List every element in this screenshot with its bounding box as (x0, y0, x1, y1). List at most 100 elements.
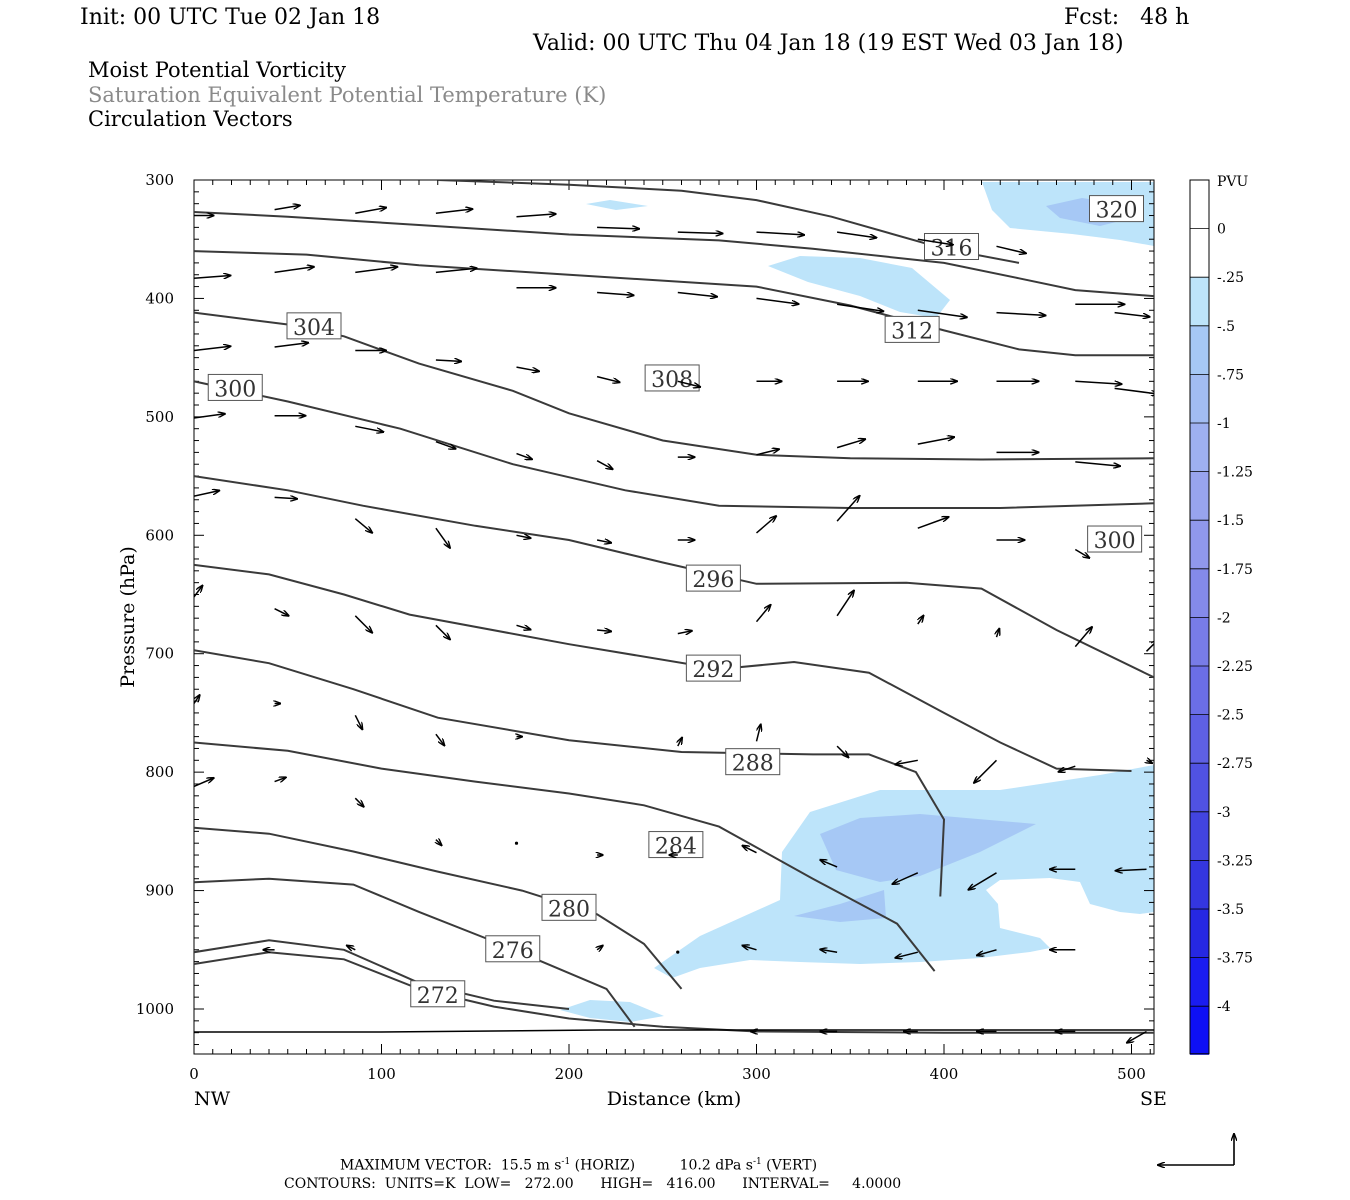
svg-text:296: 296 (692, 568, 734, 593)
vector-arrow (274, 608, 289, 616)
colorbar-swatch (1190, 811, 1209, 861)
vector-arrow (820, 860, 838, 868)
contour-276 (194, 939, 570, 1010)
contour-label-288: 288 (725, 748, 781, 777)
vector-arrow (435, 733, 444, 745)
vector-arrow (597, 946, 603, 950)
vector-arrow (755, 605, 771, 623)
colorbar-label: -.25 (1217, 270, 1244, 286)
vector-arrow (743, 846, 757, 854)
vector-arrow (997, 629, 1000, 638)
vector-arrow (274, 267, 314, 274)
y-tick-label: 400 (145, 289, 174, 307)
colorbar-label: -2.75 (1217, 756, 1253, 772)
title-mpv: Moist Potential Vorticity (88, 58, 346, 82)
contour-272 (194, 951, 1154, 1034)
colorbar-label: -2.5 (1217, 708, 1244, 724)
svg-text:320: 320 (1096, 199, 1138, 224)
svg-text:288: 288 (732, 752, 774, 777)
colorbar-swatch (1190, 471, 1209, 521)
circulation-vectors (194, 205, 1154, 1042)
vector-arrow (516, 535, 531, 538)
vector-arrow (274, 497, 297, 498)
x-end-label-nw: NW (194, 1088, 231, 1110)
contour-label-300: 300 (1087, 525, 1143, 554)
vector-arrow (677, 631, 692, 634)
vector-arrow (836, 439, 865, 449)
vector-arrow (435, 268, 477, 274)
vector-arrow (977, 949, 997, 956)
contour-280 (194, 877, 636, 1028)
vector-arrow (435, 527, 450, 548)
vector-arrow (435, 440, 456, 449)
colorbar-title: PVU (1217, 174, 1249, 190)
vector-arrow (836, 303, 883, 311)
svg-text:312: 312 (891, 319, 933, 344)
y-tick-label: 800 (145, 763, 174, 781)
vector-arrow (974, 759, 998, 782)
colorbar-label: -3.75 (1217, 951, 1253, 967)
colorbar-swatch (1190, 763, 1209, 812)
contour-288 (194, 741, 936, 972)
svg-text:308: 308 (651, 368, 693, 393)
colorbar-label: -1.25 (1217, 465, 1253, 481)
vector-arrow (836, 745, 848, 757)
colorbar-swatch (1190, 325, 1209, 375)
vector-arrow (836, 231, 876, 238)
contour-label-312: 312 (884, 315, 940, 344)
pv-region-lower-dark2 (794, 890, 886, 922)
y-tick-label: 300 (145, 171, 174, 189)
vector-arrow (1116, 869, 1147, 870)
forecast-hour: Fcst: 48 h (1064, 5, 1190, 30)
vector-arrow (355, 267, 397, 274)
colorbar-swatch (1190, 1006, 1209, 1055)
pv-colorbar: PVU 0 -.25 -.5 -.75 -1 -1.25 -1.5 -1.75 -2 -2.25 -2… (1189, 174, 1253, 1055)
vector-arrow (597, 291, 633, 296)
theta-e-contours (194, 180, 1154, 1034)
vector-arrow (677, 380, 700, 387)
colorbar-swatch (1190, 423, 1209, 472)
colorbar-label: -3 (1217, 805, 1231, 821)
vector-arrow (354, 714, 362, 729)
vector-arrow (917, 437, 954, 445)
vector-arrow (820, 949, 838, 952)
pv-region-small-top (586, 200, 648, 210)
contour-296 (194, 563, 1132, 772)
vector-arrow (596, 375, 619, 383)
vector-arrow (194, 491, 219, 497)
colorbar-label: -1.5 (1217, 513, 1244, 529)
y-tick-label: 500 (145, 408, 174, 426)
vector-arrow (756, 516, 777, 534)
vector-arrow (194, 695, 200, 704)
vector-arrow (677, 291, 717, 297)
vector-arrow (1074, 548, 1089, 558)
colorbar-label: -4 (1217, 999, 1231, 1015)
vector-arrow (274, 205, 300, 211)
plot-frame (193, 179, 1155, 1055)
max-vector-text: MAXIMUM VECTOR: 15.5 m s-1 (HORIZ) 10.2 … (340, 1157, 818, 1174)
vector-arrow (516, 214, 556, 218)
contour-304 (194, 380, 1154, 509)
vector-arrow (516, 366, 539, 371)
vector-arrow (597, 630, 611, 631)
colorbar-swatch (1190, 520, 1209, 569)
vector-arrow (1145, 640, 1154, 652)
vector-arrow (996, 311, 1046, 316)
vector-arrow (354, 518, 372, 533)
title-theta-e: Saturation Equivalent Potential Temperat… (88, 83, 607, 107)
vector-arrow (274, 343, 309, 348)
contour-label-316: 316 (924, 233, 979, 262)
svg-text:292: 292 (692, 658, 734, 683)
vector-arrow (917, 238, 953, 245)
contour-label-296: 296 (685, 564, 741, 593)
vector-arrow (1074, 627, 1092, 648)
colorbar-swatch (1190, 617, 1209, 666)
svg-text:276: 276 (492, 939, 534, 964)
contour-300 (194, 475, 1154, 679)
colorbar-swatch (1190, 374, 1209, 423)
colorbar-swatch (1190, 180, 1209, 229)
contour-labels: 272 276 280 284 288 292 296 300 304 308 312 316 320 3… (207, 195, 1144, 1009)
vector-arrow (194, 346, 230, 352)
svg-text:272: 272 (417, 984, 459, 1009)
vector-arrow (756, 297, 799, 304)
